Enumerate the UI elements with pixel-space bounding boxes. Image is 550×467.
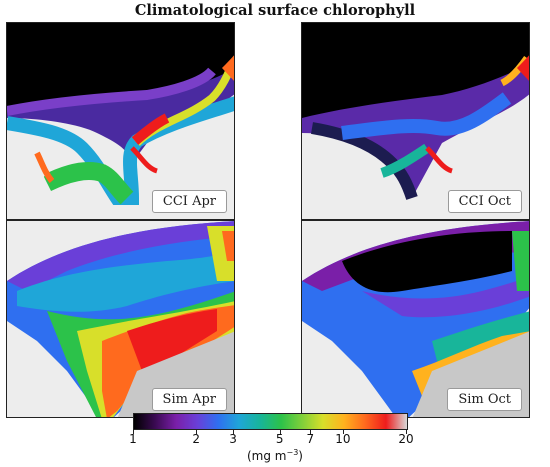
colorbar-tick — [310, 430, 312, 434]
figure-title: Climatological surface chlorophyll — [134, 2, 416, 19]
colorbar-tick — [279, 430, 281, 434]
panel-label: CCI Oct — [447, 190, 522, 213]
colorbar-tick-label: 2 — [192, 432, 200, 446]
panel-label: Sim Apr — [151, 388, 227, 411]
colorbar-label: (mg m−3) — [247, 448, 303, 463]
panel-label: CCI Apr — [151, 190, 227, 213]
panel-label: Sim Oct — [447, 388, 522, 411]
panel-sim-oct: Sim Oct — [301, 220, 530, 418]
colorbar-tick-label: 1 — [129, 432, 137, 446]
colorbar-tick-label: 20 — [398, 432, 414, 446]
colorbar-tick — [342, 430, 344, 434]
panel-cci-oct: CCI Oct — [301, 22, 530, 220]
panel-sim-apr: Sim Apr — [6, 220, 235, 418]
colorbar — [133, 413, 408, 430]
colorbar-tick-label: 3 — [229, 432, 237, 446]
panel-cci-apr: CCI Apr — [6, 22, 235, 220]
colorbar-tick — [233, 430, 235, 434]
colorbar-tick — [133, 430, 134, 434]
map-sim-oct — [302, 221, 529, 417]
colorbar-tick-label: 10 — [335, 432, 351, 446]
colorbar-tick-label: 5 — [275, 432, 284, 446]
colorbar-tick-label: 7 — [306, 432, 315, 446]
colorbar-tick — [196, 430, 198, 434]
colorbar-tick — [406, 430, 407, 434]
